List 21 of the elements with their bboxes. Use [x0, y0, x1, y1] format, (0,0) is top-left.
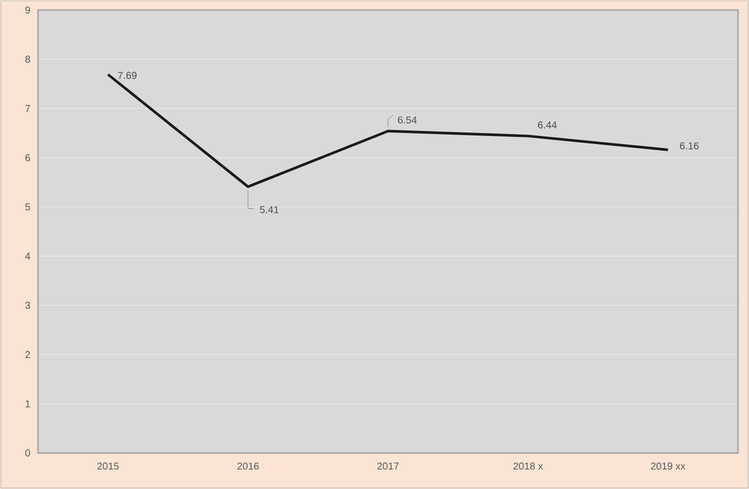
y-tick-label: 4	[25, 252, 30, 260]
data-label: 6.54	[398, 116, 417, 124]
x-tick-label: 2015	[97, 462, 119, 470]
x-tick-label: 2019 xx	[650, 462, 686, 470]
data-label: 7.69	[118, 72, 137, 79]
x-tick-label: 2018 x	[513, 462, 543, 470]
line-series	[106, 73, 670, 188]
data-label: 6.44	[538, 121, 557, 128]
y-tick-label: 9	[25, 6, 30, 14]
data-label: 6.16	[680, 142, 699, 150]
y-tick-label: 1	[26, 400, 30, 408]
x-tick-label: 2016	[237, 462, 259, 470]
y-tick-label: 5	[25, 203, 30, 210]
y-tick-label: 2	[25, 351, 30, 358]
x-tick-label: 2017	[377, 462, 399, 470]
y-tick-label: 7	[25, 104, 30, 112]
data-label: 5.41	[260, 206, 279, 214]
y-tick-label: 0	[25, 449, 30, 457]
y-tick-label: 6	[25, 154, 30, 162]
y-tick-label: 3	[25, 302, 30, 309]
y-tick-label: 8	[25, 56, 30, 63]
